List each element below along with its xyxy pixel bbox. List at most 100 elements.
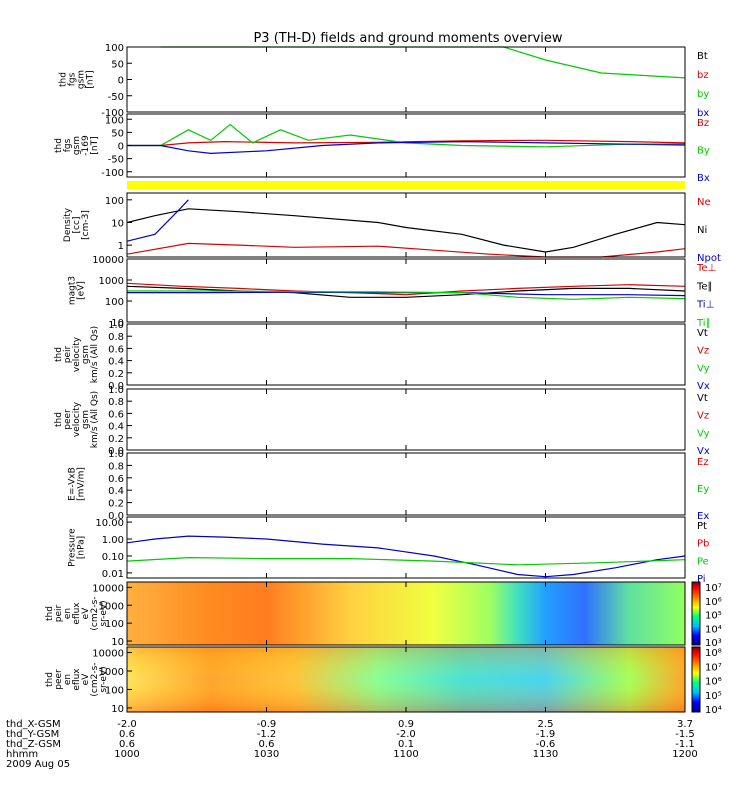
ytick-label: 100: [105, 619, 124, 630]
ylabel-line: [cm-3]: [81, 210, 91, 240]
legend-entry: Pi: [697, 574, 706, 585]
ytick-label: 100: [105, 115, 124, 126]
colorbar-label: 10⁷: [705, 583, 722, 594]
xaxis-value: 2.5: [538, 719, 554, 730]
ytick-label: 10000: [92, 649, 124, 660]
ylabel-line: [mV/m]: [77, 467, 87, 501]
ylabel-line: [eV]: [77, 281, 87, 300]
xaxis-value: 0.6: [259, 739, 275, 750]
legend-entry: Vt: [697, 393, 708, 404]
legend-entry: By: [697, 146, 710, 157]
ylabel-line: E=-VxB: [68, 467, 78, 501]
legend-entry: Ez: [697, 457, 709, 468]
series-Te⊥: [126, 282, 686, 296]
ylabel-line: thd: [59, 72, 69, 87]
xaxis-value: 1200: [672, 749, 697, 760]
xaxis-row-label: hhmm: [6, 749, 38, 760]
ytick-label: 1.00: [102, 535, 124, 546]
ytick-label: 10000: [92, 583, 124, 594]
ytick-label: 100: [105, 43, 124, 54]
ytick-label: -50: [108, 92, 124, 103]
colorbar: [691, 581, 701, 646]
ylabel-line: km/s (All Qs): [90, 391, 100, 448]
panel-frame: [126, 516, 686, 579]
ylabel-line: eflux: [72, 668, 82, 691]
ylabel-line: (cm2-s-: [90, 596, 100, 630]
ytick-label: 10: [111, 318, 124, 329]
ytick-label: 10000: [92, 255, 124, 266]
ytick-label: 0.6: [108, 344, 124, 355]
xaxis-value: 0.9: [398, 719, 414, 730]
series-Ni: [126, 208, 686, 253]
series-Bt: [160, 46, 686, 79]
ytick-label: 0.2: [108, 369, 124, 380]
ytick-label: 0.8: [108, 332, 124, 343]
xaxis-value: 1000: [114, 749, 139, 760]
legend-entry: Vt: [697, 328, 708, 339]
ylabel-line: thd: [54, 138, 64, 153]
ylabel-line: Density: [63, 207, 73, 242]
legend-entry: Vz: [697, 346, 709, 357]
xaxis-value: 0.1: [398, 739, 414, 750]
ytick-label: 10.00: [95, 518, 124, 529]
series-Npot: [126, 199, 189, 242]
panel-fgs: 100 50 0 -50 -100 thd fgs gsm [nT] Bt bz by bx: [59, 43, 710, 119]
series-Ti∥: [127, 290, 686, 300]
ylabel-line: [nT]: [86, 70, 96, 88]
ylabel-line: magt3: [68, 276, 78, 305]
ytick-label: 0: [118, 142, 124, 153]
ylabel-line: fgs: [68, 72, 78, 86]
colorbar-label: 10⁴: [705, 624, 722, 635]
legend-entry: Pe: [697, 556, 709, 567]
ytick-label: -100: [101, 108, 124, 119]
ylabel-line: peer: [54, 669, 64, 690]
ytick-label: 0.8: [108, 397, 124, 408]
series-By: [127, 123, 686, 148]
ylabel-line: fgs: [63, 138, 73, 152]
xaxis-labels: thd_X-GSM thd_Y-GSM thd_Z-GSM hhmm 2009 …: [6, 719, 698, 770]
heatmap-overlay: [127, 647, 685, 712]
ylabel-line: peir: [54, 604, 64, 622]
xaxis-values: -2.0 -0.9 0.9 2.5 3.70.6 -1.2 -2.0 -1.9 -1.50.6 0…: [114, 719, 697, 760]
colorbar-label: 10⁵: [705, 611, 722, 622]
legend-entry: Npot: [697, 253, 721, 264]
ytick-label: 0.0: [108, 446, 124, 457]
panel-frame: [126, 452, 686, 516]
legend-entry: Bx: [697, 173, 710, 184]
colorbar-label: 10³: [705, 638, 722, 649]
ytick-label: 1000: [99, 276, 124, 287]
ylabel-line: -169: [81, 135, 91, 156]
ytick-label: 1000: [99, 667, 124, 678]
ytick-label: 1.0: [108, 449, 124, 460]
ylabel-line: peir: [63, 345, 73, 363]
ytick-label: 0.10: [102, 552, 124, 563]
xaxis-value: -2.0: [396, 729, 416, 740]
legend-entry: Ey: [697, 484, 709, 495]
ytick-label: 0.4: [108, 486, 124, 497]
legend-entry: Vx: [697, 446, 710, 457]
xaxis-value: -1.9: [536, 729, 556, 740]
ytick-label: 0.6: [108, 409, 124, 420]
series-Pi: [126, 535, 686, 578]
legend-entry: Vz: [697, 411, 709, 422]
ytick-label: 10: [111, 637, 124, 648]
legend-entry: bz: [697, 70, 709, 81]
ytick-label: 1: [118, 241, 124, 252]
ylabel-line: thd: [54, 347, 64, 362]
xaxis-value: 1030: [254, 749, 279, 760]
legend-entry: bx: [697, 108, 709, 119]
panel-frame: [126, 323, 686, 386]
ylabel-line: (cm2-s-: [90, 662, 100, 696]
colorbar-label: 10⁷: [705, 662, 722, 673]
ylabel-line: peer: [63, 409, 73, 430]
panel-peer-en-eflux: 10⁸ 10⁷ 10⁶ 10⁵ 10⁴ 10000 1000 100 10 thd peer en ef…: [45, 646, 722, 716]
xaxis-value: 0.6: [119, 729, 135, 740]
series-Bz: [127, 139, 686, 147]
colorbar-label: 10⁶: [705, 677, 722, 688]
panel-pressure: 10.00 1.00 0.10 0.01 Pressure [nPa] Pt Pb Pe Pi: [68, 516, 709, 585]
ytick-label: 50: [111, 59, 124, 70]
ylabel-line: sr-eV): [99, 666, 109, 692]
ytick-label: 100: [105, 685, 124, 696]
ylabel-line: thd: [45, 606, 55, 621]
